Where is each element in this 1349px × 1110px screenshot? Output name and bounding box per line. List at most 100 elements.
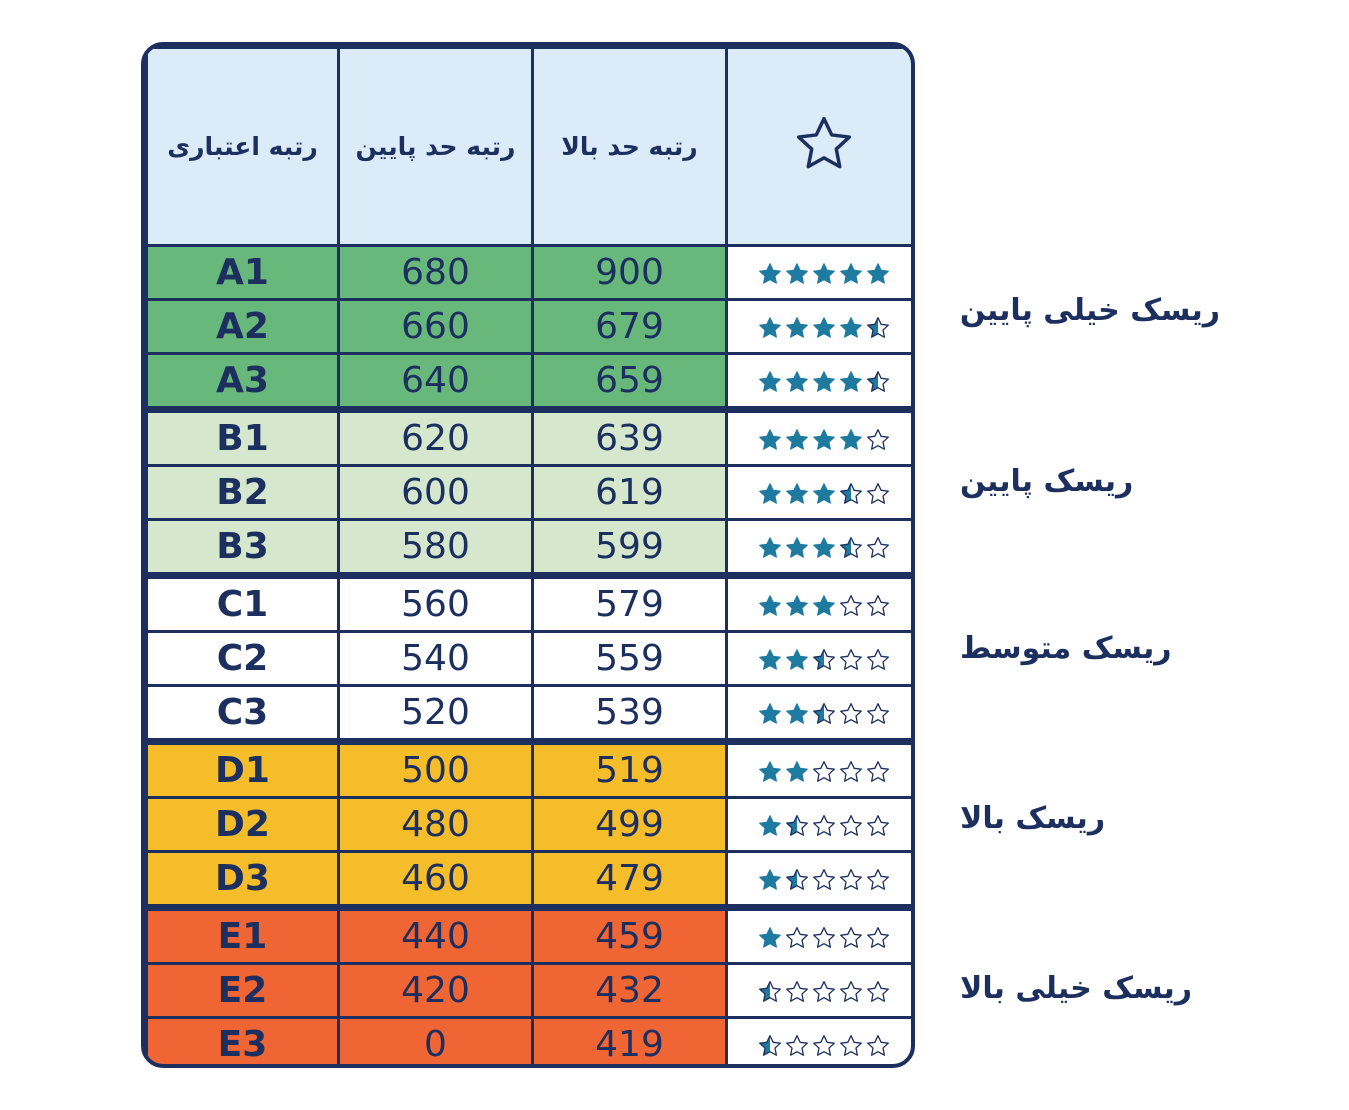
star-filled-icon — [785, 761, 808, 782]
star-filled-icon — [812, 429, 835, 450]
star-empty-icon — [866, 703, 889, 724]
grade-cell: D3 — [145, 850, 340, 911]
upper-bound-cell: 459 — [531, 906, 728, 965]
star-filled-icon — [785, 649, 808, 670]
star-rating — [757, 481, 891, 507]
star-empty-icon — [812, 981, 835, 1002]
star-empty-icon — [839, 761, 862, 782]
star-rating — [757, 759, 891, 785]
star-empty-icon — [785, 981, 808, 1002]
star-half-icon — [812, 703, 835, 724]
grade-cell: E3 — [145, 1016, 340, 1064]
star-rating-cell — [725, 684, 911, 745]
upper-bound-cell: 559 — [531, 630, 728, 687]
star-filled-icon — [785, 263, 808, 284]
star-empty-icon — [866, 649, 889, 670]
lower-bound-cell: 540 — [337, 630, 534, 687]
upper-bound-cell: 619 — [531, 464, 728, 521]
star-empty-icon — [866, 537, 889, 558]
lower-bound-cell: 660 — [337, 298, 534, 355]
upper-bound-cell: 659 — [531, 352, 728, 413]
star-filled-icon — [758, 595, 781, 616]
star-filled-icon — [785, 429, 808, 450]
table-row: D2 480 499 — [145, 796, 911, 853]
star-empty-icon — [812, 815, 835, 836]
star-empty-icon — [839, 869, 862, 890]
upper-bound-cell: 479 — [531, 850, 728, 911]
upper-bound-cell: 599 — [531, 518, 728, 579]
star-empty-icon — [866, 815, 889, 836]
table-row: D3 460 479 — [145, 850, 911, 911]
star-filled-icon — [758, 537, 781, 558]
star-empty-icon — [812, 869, 835, 890]
table-row: A2 660 679 — [145, 298, 911, 355]
upper-bound-cell: 419 — [531, 1016, 728, 1064]
table-row: E2 420 432 — [145, 962, 911, 1019]
star-filled-icon — [812, 537, 835, 558]
star-rating-cell — [725, 518, 911, 579]
header-credit-grade: رتبه اعتباری — [145, 46, 340, 247]
risk-label-d: ریسک بالا — [960, 801, 1106, 836]
star-empty-icon — [866, 761, 889, 782]
risk-label-c: ریسک متوسط — [960, 631, 1172, 666]
star-filled-icon — [758, 483, 781, 504]
star-filled-icon — [785, 483, 808, 504]
star-rating — [757, 315, 891, 341]
table-row: C1 560 579 — [145, 574, 911, 633]
star-filled-icon — [812, 263, 835, 284]
rating-table: رتبه اعتباری رتبه حد پایین رتبه حد بالا … — [145, 46, 911, 1064]
star-half-icon — [785, 815, 808, 836]
star-filled-icon — [758, 761, 781, 782]
star-empty-icon — [839, 981, 862, 1002]
grade-cell: C2 — [145, 630, 340, 687]
table-row: C3 520 539 — [145, 684, 911, 745]
risk-label-e: ریسک خیلی بالا — [960, 971, 1193, 1006]
star-rating — [757, 813, 891, 839]
star-filled-icon — [758, 649, 781, 670]
star-empty-icon — [839, 1035, 862, 1056]
star-filled-icon — [812, 371, 835, 392]
star-rating — [757, 867, 891, 893]
star-rating-cell — [725, 850, 911, 911]
upper-bound-cell: 519 — [531, 740, 728, 799]
star-filled-icon — [758, 869, 781, 890]
star-empty-icon — [812, 1035, 835, 1056]
table-header-row: رتبه اعتباری رتبه حد پایین رتبه حد بالا — [145, 46, 911, 247]
star-filled-icon — [839, 429, 862, 450]
grade-cell: A3 — [145, 352, 340, 413]
upper-bound-cell: 579 — [531, 574, 728, 633]
upper-bound-cell: 900 — [531, 244, 728, 301]
table-row: C2 540 559 — [145, 630, 911, 687]
star-rating-cell — [725, 464, 911, 521]
star-filled-icon — [785, 371, 808, 392]
star-empty-icon — [812, 761, 835, 782]
upper-bound-cell: 679 — [531, 298, 728, 355]
upper-bound-cell: 539 — [531, 684, 728, 745]
grade-cell: B3 — [145, 518, 340, 579]
star-rating-cell — [725, 796, 911, 853]
risk-label-b: ریسک پایین — [960, 464, 1134, 499]
lower-bound-cell: 640 — [337, 352, 534, 413]
grade-cell: A1 — [145, 244, 340, 301]
header-upper-bound: رتبه حد بالا — [531, 46, 728, 247]
star-empty-icon — [839, 595, 862, 616]
star-empty-icon — [866, 927, 889, 948]
star-rating — [757, 427, 891, 453]
star-rating-cell — [725, 352, 911, 413]
star-filled-icon — [785, 595, 808, 616]
star-rating — [757, 1033, 891, 1059]
star-rating-cell — [725, 298, 911, 355]
table-row: A1 680 900 — [145, 244, 911, 301]
star-rating — [757, 535, 891, 561]
star-filled-icon — [758, 703, 781, 724]
star-filled-icon — [785, 537, 808, 558]
star-empty-icon — [866, 429, 889, 450]
star-rating — [757, 261, 891, 287]
grade-cell: B2 — [145, 464, 340, 521]
star-half-icon — [839, 537, 862, 558]
star-half-icon — [866, 317, 889, 338]
star-half-icon — [758, 981, 781, 1002]
star-empty-icon — [839, 815, 862, 836]
star-rating-cell — [725, 244, 911, 301]
table-row: D1 500 519 — [145, 740, 911, 799]
